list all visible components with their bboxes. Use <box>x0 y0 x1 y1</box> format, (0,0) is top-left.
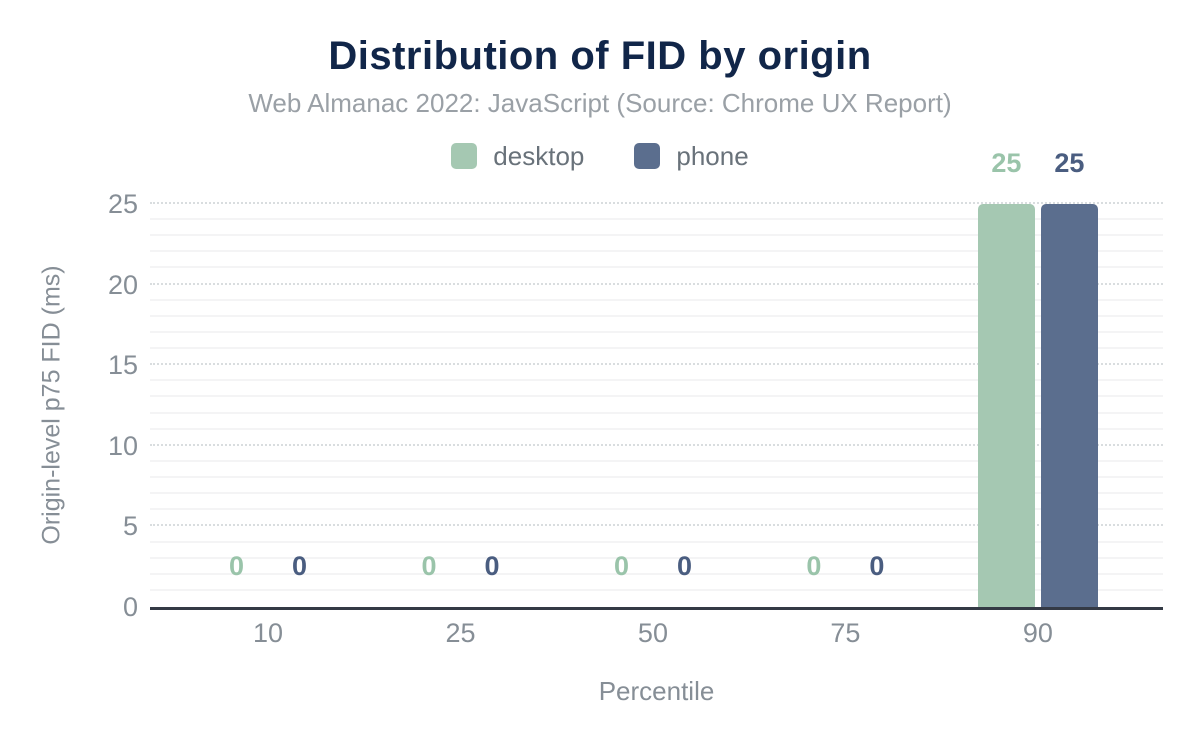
gridline-minor <box>150 411 1163 414</box>
gridline-minor <box>150 572 1163 575</box>
plot-area: 0 0 0 0 0 0 0 0 25 25 <box>150 148 1163 610</box>
gridline-minor <box>150 347 1163 350</box>
gridline-major <box>150 202 1163 204</box>
value-label-phone-p75: 0 <box>869 551 885 581</box>
value-label-desktop-p10: 0 <box>228 551 245 581</box>
gridline-minor <box>150 459 1163 462</box>
legend: desktop phone <box>0 140 1200 172</box>
gridline-minor <box>150 218 1163 221</box>
value-label-desktop-p90: 25 <box>991 148 1022 178</box>
gridline-minor <box>150 330 1163 333</box>
legend-swatch <box>634 143 661 169</box>
chart-title: Distribution of FID by origin <box>328 34 872 78</box>
gridline-minor <box>150 298 1163 301</box>
legend-label-phone: phone <box>676 140 749 171</box>
gridline-minor <box>150 556 1163 559</box>
gridline-minor <box>150 427 1163 430</box>
legend-label-desktop: desktop <box>493 140 585 171</box>
gridline-minor <box>150 492 1163 495</box>
x-axis-title: Percentile <box>598 676 715 706</box>
gridline-major <box>150 282 1163 285</box>
gridline-major <box>150 363 1163 366</box>
chart-subtitle: Web Almanac 2022: JavaScript (Source: Ch… <box>248 88 952 118</box>
value-label-phone-p25: 0 <box>484 551 500 581</box>
y-tick-label: 0 <box>122 592 138 622</box>
x-tick-label: 25 <box>445 618 476 648</box>
gridline-minor <box>150 266 1163 269</box>
gridline-minor <box>150 476 1163 479</box>
gridline-major <box>150 524 1163 527</box>
value-label-desktop-p75: 0 <box>806 551 822 581</box>
x-tick-label: 90 <box>1022 618 1053 648</box>
y-tick-label: 20 <box>107 269 138 300</box>
gridline-minor <box>150 540 1163 543</box>
value-label-phone-p10: 0 <box>291 551 308 581</box>
gridline-minor <box>150 250 1163 253</box>
y-tick-label: 15 <box>107 350 138 381</box>
x-tick-label: 10 <box>252 618 284 648</box>
legend-swatch <box>451 143 478 169</box>
y-tick-label: 5 <box>122 511 138 542</box>
value-label-phone-p50: 0 <box>676 551 692 581</box>
value-label-desktop-p50: 0 <box>613 551 629 581</box>
x-axis-ticks: 10 25 50 75 90 <box>150 617 1163 653</box>
value-label-phone-p90: 25 <box>1054 148 1085 178</box>
bar-phone-p90 <box>1040 204 1098 607</box>
y-tick-label: 25 <box>107 189 138 219</box>
legend-item-desktop: desktop <box>451 141 584 172</box>
gridline-minor <box>150 314 1163 317</box>
value-label-desktop-p25: 0 <box>421 551 437 581</box>
y-tick-label: 10 <box>107 430 138 461</box>
x-tick-label: 75 <box>830 618 861 648</box>
bar-desktop-p90 <box>977 204 1035 607</box>
gridline-major <box>150 443 1163 446</box>
gridline-minor <box>150 234 1163 237</box>
legend-item-phone: phone <box>634 140 749 172</box>
x-tick-label: 50 <box>637 618 668 648</box>
gridline-minor <box>150 588 1163 591</box>
y-axis-ticks: 0 5 10 15 20 25 <box>58 189 138 622</box>
gridline-minor <box>150 508 1163 511</box>
gridline-minor <box>150 395 1163 398</box>
gridline-minor <box>150 379 1163 382</box>
